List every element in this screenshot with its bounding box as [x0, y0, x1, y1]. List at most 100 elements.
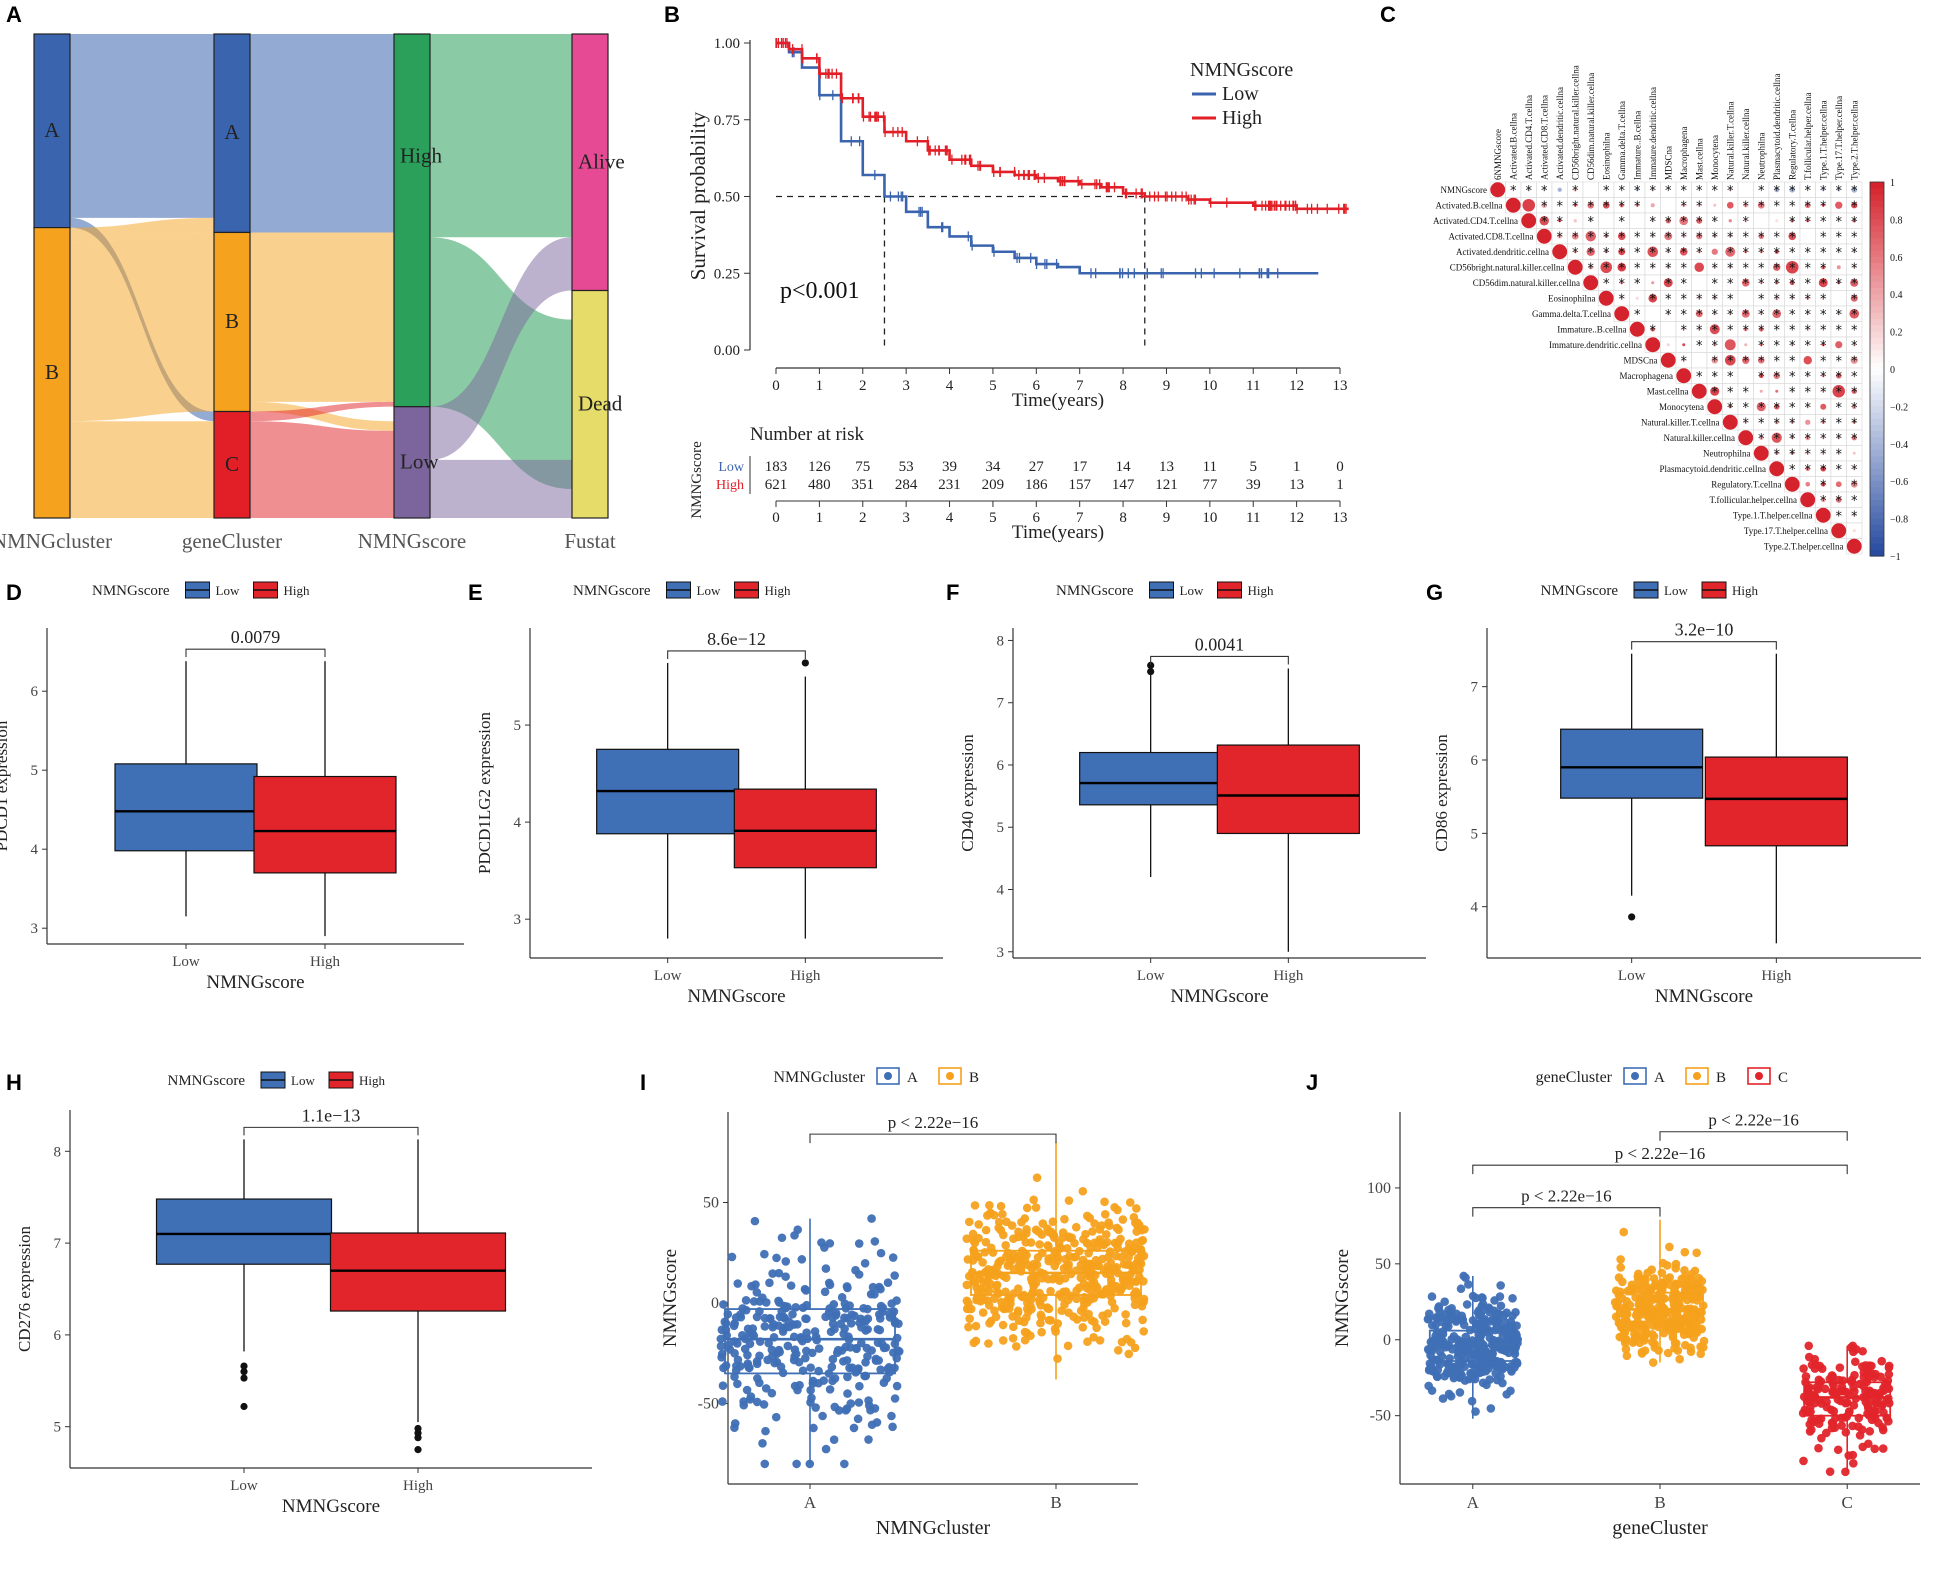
risk-x-tick-label: 11	[1246, 510, 1260, 526]
signif-bracket	[1631, 641, 1777, 650]
jitter-point	[1655, 1295, 1664, 1304]
corr-signif-star: *	[1681, 184, 1688, 199]
corr-circle	[1821, 265, 1826, 270]
jitter-point	[777, 1233, 787, 1243]
jitter-point	[1431, 1320, 1440, 1330]
x-tick-label: 1	[816, 378, 824, 394]
p-value: p < 2.22e−16	[888, 1113, 978, 1132]
corr-signif-star: *	[1681, 292, 1688, 307]
corr-circle	[1666, 343, 1670, 347]
jitter-point	[1035, 1295, 1044, 1305]
corr-signif-star: *	[1743, 261, 1750, 276]
risk-value: 147	[1112, 477, 1135, 493]
jitter-point	[1020, 1335, 1030, 1345]
outlier-point	[1628, 913, 1636, 921]
jitter-point	[1036, 1310, 1046, 1320]
jitter-point	[1450, 1371, 1460, 1381]
sankey-node-label: A	[44, 118, 60, 142]
jitter-point	[1078, 1186, 1088, 1196]
corr-signif-star: *	[1820, 277, 1827, 292]
corr-signif-star: *	[1774, 370, 1781, 385]
risk-value: 13	[1159, 459, 1174, 475]
jitter-point	[864, 1435, 873, 1444]
jitter-point	[867, 1346, 876, 1355]
corr-signif-star: *	[1743, 277, 1750, 292]
corr-signif-star: *	[1820, 447, 1827, 462]
jitter-point	[730, 1349, 739, 1358]
jitter-point	[771, 1412, 781, 1422]
corr-cell	[1644, 305, 1661, 322]
corr-circle	[1604, 250, 1608, 254]
jitter-point	[1036, 1318, 1045, 1328]
jitter-point	[879, 1343, 889, 1353]
colorbar-segment	[1870, 188, 1884, 196]
jitter-point	[978, 1288, 988, 1298]
corr-signif-star: *	[1727, 370, 1734, 385]
corr-circle	[1757, 201, 1765, 209]
jitter-point	[1132, 1277, 1141, 1286]
y-tick-label: 0.50	[714, 190, 740, 206]
corr-cell	[1691, 352, 1708, 369]
jitter-point	[1008, 1333, 1018, 1343]
jitter-point	[749, 1297, 759, 1306]
jitter-point	[755, 1378, 764, 1388]
jitter-point	[772, 1253, 781, 1263]
colorbar-segment	[1870, 312, 1884, 320]
corr-circle	[1774, 420, 1779, 425]
jitter-point	[1849, 1459, 1858, 1468]
corr-circle	[1758, 326, 1764, 332]
risk-x-tick-label: 13	[1333, 510, 1348, 526]
jitter-point	[887, 1299, 897, 1308]
corr-signif-star: *	[1774, 447, 1781, 462]
corr-circle	[1713, 265, 1717, 269]
colorbar-segment	[1870, 431, 1884, 439]
jitter-point	[1067, 1233, 1076, 1243]
corr-circle	[1820, 465, 1827, 472]
jitter-point	[1118, 1272, 1128, 1281]
jitter-point	[1110, 1264, 1120, 1274]
colorbar-segment	[1870, 206, 1884, 214]
jitter-point	[781, 1303, 791, 1313]
corr-circle	[1846, 538, 1862, 554]
jitter-point	[855, 1381, 864, 1391]
corr-col-label: Plasmacytoid.dendritic.cellna	[1772, 74, 1782, 180]
signif-bracket	[809, 1133, 1057, 1144]
corr-circle	[1697, 203, 1701, 207]
corr-signif-star: *	[1603, 184, 1610, 199]
jitter-point	[786, 1281, 796, 1290]
corr-signif-star: *	[1727, 230, 1734, 245]
jitter-point	[1865, 1426, 1875, 1436]
jitter-point	[1828, 1419, 1837, 1428]
jitter-point	[1427, 1292, 1437, 1301]
jitter-point	[1680, 1340, 1690, 1350]
jitter-point	[1622, 1351, 1632, 1361]
corr-signif-star: *	[1820, 385, 1827, 400]
y-tick-label: 6	[31, 684, 39, 700]
corr-row-label: Plasmacytoid.dendritic.cellna	[1660, 464, 1766, 474]
jitter-point	[824, 1308, 834, 1317]
corr-row-label: Immature.dendritic.cellna	[1549, 340, 1642, 350]
flow-low-alive	[430, 237, 572, 460]
y-tick-label: 4	[31, 842, 39, 858]
corr-circle	[1713, 312, 1717, 316]
jitter-point	[870, 1404, 880, 1413]
corr-circle	[1805, 435, 1811, 441]
p-value: 3.2e−10	[1675, 620, 1734, 640]
corr-signif-star: *	[1634, 199, 1641, 214]
legend-label: B	[969, 1070, 979, 1086]
corr-circle	[1852, 451, 1856, 455]
jitter-point	[1044, 1241, 1053, 1251]
jitter-point	[1849, 1401, 1859, 1410]
corr-circle	[1660, 352, 1676, 368]
corr-signif-star: *	[1774, 199, 1781, 214]
sankey-node-label: Dead	[578, 391, 623, 415]
corr-circle	[1620, 281, 1624, 285]
colorbar-segment	[1870, 512, 1884, 520]
corr-circle	[1753, 445, 1769, 461]
jitter-point	[721, 1325, 731, 1335]
legend-swatch-dot	[946, 1072, 954, 1080]
jitter-point	[846, 1319, 856, 1328]
jitter-point	[1125, 1276, 1135, 1286]
jitter-point	[1877, 1356, 1887, 1366]
legend-swatch	[938, 1067, 962, 1085]
